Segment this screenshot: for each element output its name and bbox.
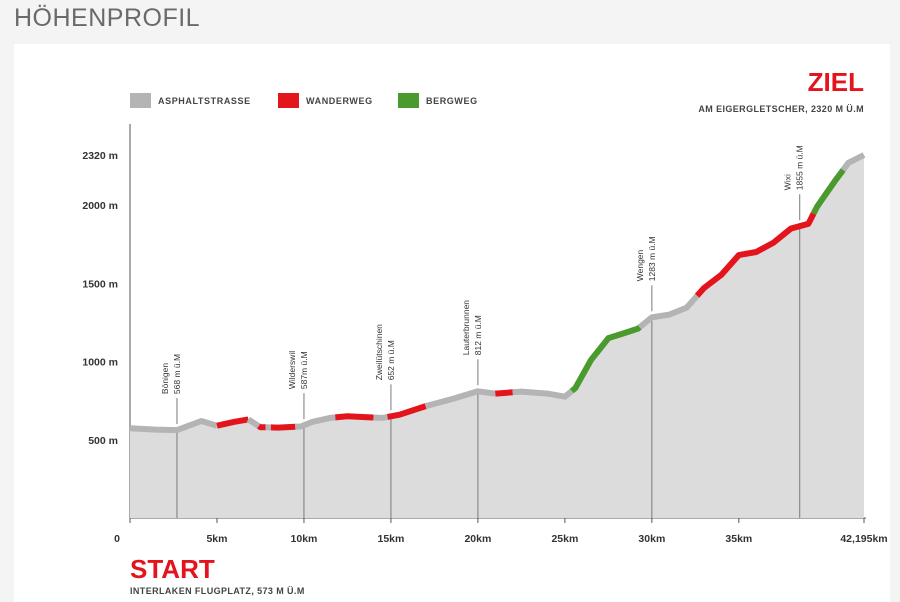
place-name: Wixi [783,174,793,190]
profile-area [130,155,864,518]
y-tick-label: 1000 m [82,357,118,369]
place-markers: Bönigen 568 m ü.M Wilderswil 587m ü.M Zweilü… [160,145,805,518]
y-tick-label: 2000 m [82,200,118,212]
legend-swatch [398,93,419,108]
x-tick-label: 35km [725,533,752,545]
tick-labels: 0 5km 10km 15km 20km 25km 30km 35km 42,195km 500 … [82,150,887,545]
profile-segment-asphaltstrasse [424,388,496,409]
x-tick-label: 20km [464,533,491,545]
profile-segment-wanderweg [335,413,374,421]
place-name: Wengen [635,249,645,281]
legend-label: WANDERWEG [306,96,373,106]
y-tick-label: 2320 m [82,150,118,162]
finish-detail: AM EIGERGLETSCHER, 2320 M Ü.M [698,104,864,114]
place-elevation: 812 m ü.M [473,315,483,355]
legend-label: BERGWEG [426,96,478,106]
profile-segment-wanderweg [694,212,817,298]
profile-segment-asphaltstrasse [637,293,700,330]
profile-line-layer [129,152,866,434]
profile-segment-wanderweg [257,423,266,431]
profile-segment-asphaltstrasse [512,388,574,400]
start-label: START [130,554,215,584]
profile-segment-wanderweg [216,416,249,429]
legend-swatch [278,93,299,108]
profile-segment-bergweg [810,168,846,215]
y-tick-label: 1500 m [82,278,118,290]
x-tick-label: 25km [551,533,578,545]
place-name: Lauterbrunnen [461,300,471,356]
profile-area-layer [130,155,864,518]
profile-segment-asphaltstrasse [840,152,866,172]
page-title: HÖHENPROFIL [14,4,201,32]
legend-label: ASPHALTSTRASSE [158,96,251,106]
profile-segment-wanderweg [270,423,296,431]
legend: ASPHALTSTRASSE WANDERWEG BERGWEG [130,93,478,108]
x-tick-label: 5km [206,533,227,545]
profile-segment-asphaltstrasse [246,416,261,429]
finish-label: ZIEL [808,67,864,97]
x-tick-label: 30km [638,533,665,545]
place-name: Wilderswil [287,351,297,389]
place-name: Bönigen [160,363,170,394]
legend-swatch [130,93,151,108]
place-name: Zweilütschinen [374,324,384,380]
x-tick-label: 10km [291,533,318,545]
profile-segment-wanderweg [386,403,427,420]
profile-segment-wanderweg [495,389,513,397]
place-elevation: 652 m ü.M [386,340,396,380]
profile-segment-asphaltstrasse [295,414,336,430]
x-tick-label: 42,195km [840,533,887,545]
profile-segment-bergweg [569,324,642,394]
place-elevation: 1855 m ü.M [795,145,805,190]
place-elevation: 568 m ü.M [172,354,182,394]
profile-segment-asphaltstrasse [129,418,218,434]
x-tick-label: 0 [114,533,120,545]
y-tick-label: 500 m [88,435,118,447]
start-detail: INTERLAKEN FLUGPLATZ, 573 M Ü.M [130,586,305,596]
place-elevation: 587m ü.M [299,351,309,389]
x-tick-label: 15km [378,533,405,545]
profile-segment-asphaltstrasse [373,413,389,421]
place-elevation: 1283 m ü.M [647,236,657,281]
